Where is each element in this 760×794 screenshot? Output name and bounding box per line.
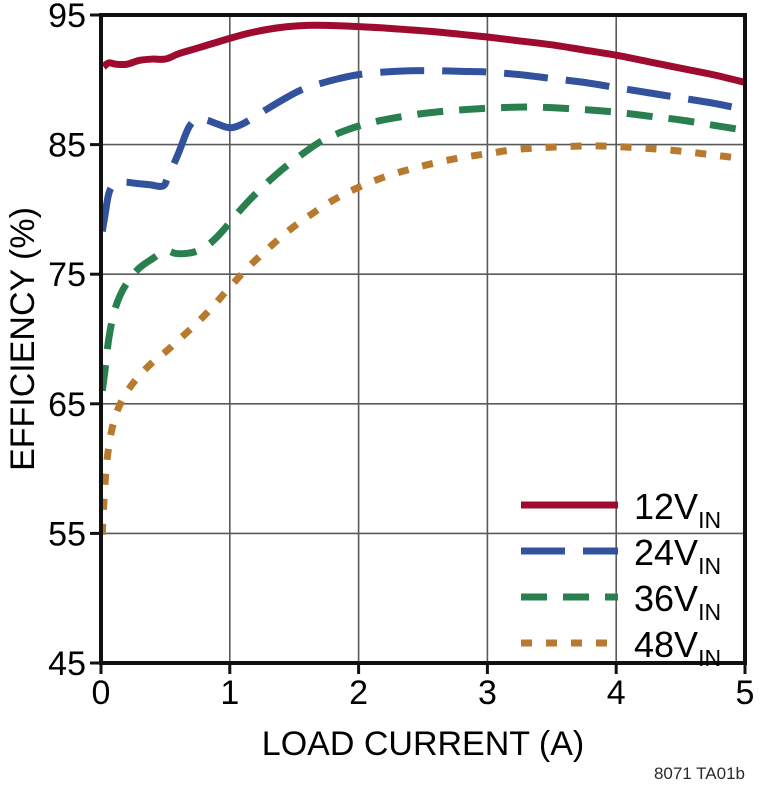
y-tick-label: 65	[48, 386, 86, 424]
series-line-36vin	[98, 103, 746, 392]
x-axis-title: LOAD CURRENT (A)	[262, 725, 584, 763]
y-tick-label: 55	[48, 515, 86, 553]
y-axis-tick-labels: 45 55 65 75 85 95	[48, 0, 86, 683]
series-line-24vin	[98, 67, 746, 233]
axis-ticks	[90, 13, 747, 674]
x-tick-label: 3	[478, 674, 497, 712]
x-tick-label: 2	[349, 674, 368, 712]
series-lines	[98, 21, 746, 535]
y-tick-label: 95	[48, 0, 86, 35]
x-tick-label: 0	[92, 674, 111, 712]
x-axis-tick-labels: 0 1 2 3 4 5	[92, 674, 755, 712]
series-line-12vin	[101, 21, 746, 86]
y-tick-label: 45	[48, 645, 86, 683]
plot-frame	[99, 13, 747, 665]
x-tick-label: 5	[736, 674, 755, 712]
legend-label-48vin: 48VIN	[634, 624, 721, 671]
legend-label-36vin: 36VIN	[634, 578, 721, 625]
x-tick-label: 4	[607, 674, 626, 712]
y-axis-title: EFFICIENCY (%)	[4, 207, 42, 471]
x-tick-label: 1	[220, 674, 239, 712]
figure-caption: 8071 TA01b	[654, 764, 745, 783]
y-tick-label: 75	[48, 256, 86, 294]
legend-label-24vin: 24VIN	[634, 532, 721, 579]
series-line-48vin	[98, 142, 746, 535]
y-tick-label: 85	[48, 127, 86, 165]
legend-label-12vin: 12VIN	[634, 486, 721, 533]
